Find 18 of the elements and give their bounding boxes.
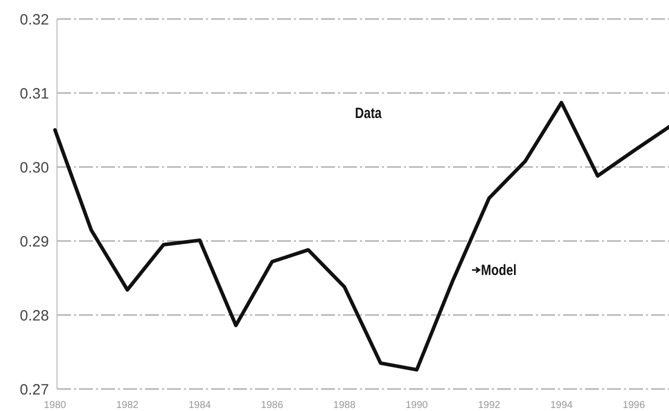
x-tick-label: 1990 (406, 400, 428, 411)
x-tick-label: 1992 (478, 400, 501, 411)
y-tick-label: 0.32 (20, 11, 49, 28)
x-tick-label: 1986 (260, 400, 284, 411)
x-tick-label: 1996 (622, 400, 646, 411)
y-tick-label: 0.27 (20, 381, 49, 398)
y-tick-label: 0.28 (20, 307, 49, 324)
annotation: Model (481, 262, 517, 279)
x-tick-label: 1994 (550, 400, 574, 411)
annotation: Data (355, 105, 382, 122)
x-tick-label: 1984 (188, 400, 212, 411)
x-tick-label: 1982 (116, 400, 139, 411)
x-tick-label: 1980 (44, 400, 67, 411)
y-tick-label: 0.30 (20, 159, 49, 176)
y-tick-label: 0.31 (20, 85, 49, 102)
y-tick-label: 0.29 (20, 233, 49, 250)
x-tick-label: 1988 (333, 400, 356, 411)
line-series (53, 100, 669, 372)
